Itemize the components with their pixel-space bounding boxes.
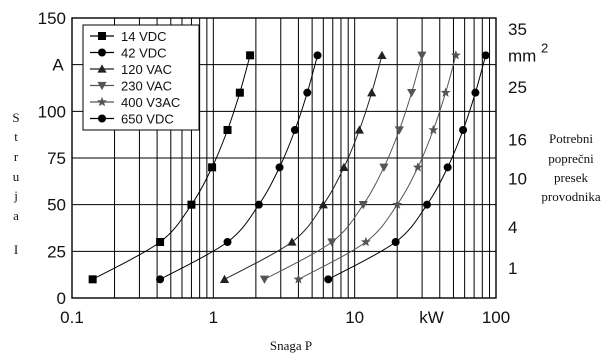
data-point bbox=[88, 275, 97, 284]
legend-marker bbox=[98, 48, 106, 57]
data-point bbox=[450, 50, 461, 60]
data-point bbox=[303, 88, 312, 97]
right-axis-unit-exponent: 2 bbox=[541, 40, 548, 55]
data-point bbox=[459, 126, 468, 134]
legend-label: 120 VAC bbox=[121, 62, 172, 77]
data-point bbox=[293, 274, 304, 284]
data-point bbox=[246, 51, 255, 60]
x-tick-label: 10 bbox=[345, 308, 364, 327]
data-point bbox=[360, 236, 371, 247]
plot-border bbox=[71, 17, 497, 299]
data-point bbox=[407, 88, 417, 98]
legend-marker bbox=[97, 81, 107, 91]
data-point bbox=[318, 200, 328, 209]
x-axis-title: Snaga P bbox=[270, 338, 312, 353]
y-axis-title-letter: t bbox=[14, 129, 18, 144]
right-axis-label: 1 bbox=[508, 259, 517, 278]
plot-frame bbox=[71, 17, 497, 299]
right-axis-label: 4 bbox=[508, 218, 517, 237]
x-tick-label: 100 bbox=[482, 308, 510, 327]
legend-marker bbox=[98, 114, 106, 123]
data-point bbox=[440, 87, 451, 97]
legend-box bbox=[82, 24, 200, 131]
data-point bbox=[235, 88, 244, 97]
data-point bbox=[156, 275, 165, 284]
data-point bbox=[208, 163, 217, 172]
right-axis-title-line: poprečni bbox=[548, 151, 594, 166]
data-point bbox=[471, 88, 480, 97]
data-point bbox=[377, 50, 387, 60]
right-axis-unit: mm bbox=[508, 46, 536, 65]
y-tick-label: 75 bbox=[47, 149, 66, 168]
data-point bbox=[379, 163, 389, 172]
legend-label: 400 V3AC bbox=[121, 95, 180, 110]
data-point bbox=[394, 126, 404, 135]
right-axis-title-line: presek bbox=[554, 170, 588, 185]
data-point bbox=[223, 238, 232, 246]
data-point bbox=[313, 51, 322, 60]
legend-marker bbox=[97, 96, 107, 107]
data-point bbox=[367, 88, 377, 97]
data-point bbox=[412, 162, 423, 172]
data-point bbox=[187, 200, 196, 209]
y-tick-label: 50 bbox=[47, 196, 66, 215]
legend-marker bbox=[97, 64, 107, 73]
right-axis-title-line: provodnika bbox=[541, 189, 600, 204]
data-point bbox=[392, 199, 403, 209]
data-point bbox=[481, 51, 490, 60]
data-point bbox=[287, 237, 297, 246]
right-axis-label: 10 bbox=[508, 170, 527, 189]
data-point bbox=[354, 125, 364, 134]
y-axis-title-letter: j bbox=[13, 188, 18, 203]
y-unit-label: A bbox=[52, 56, 64, 75]
series-line bbox=[298, 55, 457, 280]
y-axis-title-letter: I bbox=[14, 242, 18, 257]
legend-label: 14 VDC bbox=[121, 29, 167, 44]
series-line bbox=[224, 55, 383, 280]
right-axis-label: 16 bbox=[508, 130, 527, 149]
right-axis-label: 35 bbox=[508, 20, 527, 39]
y-axis-title-letter: u bbox=[13, 169, 20, 184]
data-point bbox=[254, 200, 263, 209]
right-axis-label: 25 bbox=[508, 78, 527, 97]
y-axis-title-letter: a bbox=[13, 208, 19, 223]
data-point bbox=[223, 126, 232, 134]
data-point bbox=[327, 238, 337, 247]
y-tick-label: 25 bbox=[47, 242, 66, 261]
legend-label: 42 VDC bbox=[121, 46, 167, 61]
data-point bbox=[428, 124, 439, 135]
series-markers bbox=[88, 50, 490, 284]
right-axis-title-line: Potrebni bbox=[549, 131, 593, 146]
legend-label: 230 VAC bbox=[121, 79, 172, 94]
data-point bbox=[156, 238, 165, 246]
x-unit-label: kW bbox=[419, 308, 444, 327]
data-point bbox=[443, 163, 452, 172]
data-point bbox=[417, 51, 427, 60]
data-point bbox=[339, 162, 349, 172]
series-line bbox=[327, 55, 487, 280]
y-axis-title-letter: r bbox=[14, 149, 19, 164]
data-point bbox=[219, 274, 230, 284]
y-tick-label: 0 bbox=[57, 289, 66, 308]
data-point bbox=[423, 200, 432, 209]
data-point bbox=[259, 275, 270, 284]
data-point bbox=[391, 238, 400, 246]
legend-marker bbox=[98, 32, 106, 40]
x-tick-label: 1 bbox=[209, 308, 218, 327]
data-point bbox=[358, 200, 368, 210]
y-axis-title-letter: S bbox=[12, 110, 19, 125]
data-point bbox=[275, 163, 284, 172]
y-tick-label: 150 bbox=[38, 9, 66, 28]
x-tick-label: 0.1 bbox=[60, 308, 84, 327]
data-point bbox=[290, 126, 299, 134]
data-point bbox=[324, 275, 333, 284]
legend-label: 650 VDC bbox=[121, 112, 174, 127]
y-tick-label: 100 bbox=[38, 102, 66, 121]
